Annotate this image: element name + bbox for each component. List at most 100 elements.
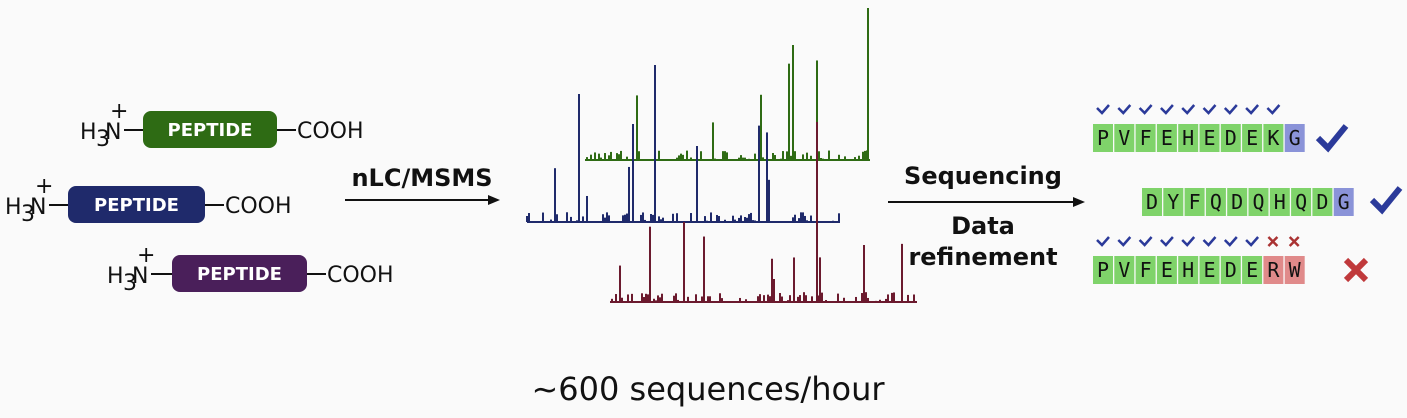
residue-cell bbox=[1284, 256, 1305, 284]
residue-cell bbox=[1263, 124, 1284, 152]
throughput: ~600 sequences/hour bbox=[531, 370, 885, 408]
check-mark bbox=[1138, 236, 1153, 247]
residue-cell bbox=[1163, 188, 1184, 216]
amine-h: H bbox=[5, 195, 22, 220]
terminus: COOH bbox=[297, 119, 364, 144]
residue: G bbox=[1289, 126, 1301, 150]
residue-cell bbox=[1156, 256, 1177, 284]
residue-cell bbox=[1242, 256, 1263, 284]
amine-sub: 3 bbox=[21, 202, 35, 227]
residue-cell bbox=[1263, 256, 1284, 284]
amine-n: N bbox=[132, 264, 148, 289]
check-mark bbox=[1245, 236, 1260, 247]
residue: D bbox=[1146, 190, 1158, 214]
residue: F bbox=[1140, 258, 1152, 282]
charge: + bbox=[35, 174, 53, 199]
residue: E bbox=[1161, 126, 1173, 150]
terminus: COOH bbox=[225, 194, 292, 219]
residue: D bbox=[1316, 190, 1328, 214]
accept-icon bbox=[1369, 186, 1403, 215]
check-mark bbox=[1181, 236, 1196, 247]
amine-n: N bbox=[105, 120, 121, 145]
check-mark bbox=[1117, 104, 1132, 115]
residue-cell bbox=[1227, 188, 1248, 216]
residue-cell bbox=[1205, 188, 1226, 216]
peptide-box bbox=[68, 186, 205, 223]
residue-cell bbox=[1291, 188, 1312, 216]
peptide-box bbox=[143, 111, 277, 148]
charge: + bbox=[137, 243, 155, 268]
residue: E bbox=[1203, 126, 1215, 150]
residue: D bbox=[1225, 258, 1237, 282]
peptide-box bbox=[172, 255, 307, 292]
residue-cell bbox=[1093, 124, 1113, 152]
residue-cell bbox=[1312, 188, 1333, 216]
sequences: P V F E H E D E K GD Y F Q D Q H Q D GP V F E H E D E R W bbox=[1093, 104, 1354, 284]
residue: Q bbox=[1252, 190, 1264, 214]
check-mark bbox=[1223, 236, 1238, 247]
residue: Y bbox=[1167, 190, 1179, 214]
residue: P bbox=[1097, 126, 1109, 150]
peptide-label: PEPTIDE bbox=[168, 120, 253, 141]
peptide-label: PEPTIDE bbox=[197, 264, 282, 285]
residue-cell bbox=[1333, 188, 1354, 216]
residue-cell bbox=[1184, 188, 1205, 216]
residue: D bbox=[1225, 126, 1237, 150]
residue: H bbox=[1182, 126, 1194, 150]
residue-cell bbox=[1269, 188, 1290, 216]
residue: V bbox=[1118, 126, 1130, 150]
check-mark bbox=[1096, 104, 1110, 115]
check-mark bbox=[1096, 236, 1110, 247]
residue: E bbox=[1203, 258, 1215, 282]
cross-mark bbox=[1267, 236, 1279, 247]
residue-cell bbox=[1114, 256, 1135, 284]
check-mark bbox=[1138, 104, 1153, 115]
residue-cell bbox=[1220, 256, 1241, 284]
processing-label: Data bbox=[951, 212, 1015, 240]
cross-mark bbox=[1288, 236, 1300, 247]
check-mark bbox=[1223, 104, 1238, 115]
residue-cell bbox=[1284, 124, 1305, 152]
arrow-head bbox=[1073, 197, 1085, 207]
residue: F bbox=[1140, 126, 1152, 150]
check-mark bbox=[1160, 104, 1174, 115]
residue-cell bbox=[1114, 124, 1135, 152]
residue-cell bbox=[1178, 124, 1199, 152]
residue: E bbox=[1161, 258, 1173, 282]
peptide-label: PEPTIDE bbox=[94, 195, 179, 216]
residue: R bbox=[1267, 258, 1280, 282]
residue: E bbox=[1246, 126, 1258, 150]
residue: W bbox=[1289, 258, 1302, 282]
residue: G bbox=[1338, 190, 1350, 214]
check-mark bbox=[1245, 104, 1260, 115]
amine-h: H bbox=[80, 120, 97, 145]
processing-label: Sequencing bbox=[904, 162, 1062, 190]
check-mark bbox=[1202, 104, 1217, 115]
residue: P bbox=[1097, 258, 1109, 282]
amine-sub: 3 bbox=[96, 127, 110, 152]
residue: F bbox=[1189, 190, 1201, 214]
method-label: nLC/MSMS bbox=[351, 164, 492, 192]
residue-cell bbox=[1242, 124, 1263, 152]
residue-cell bbox=[1248, 188, 1269, 216]
residue: H bbox=[1274, 190, 1286, 214]
check-mark bbox=[1160, 236, 1174, 247]
check-mark bbox=[1181, 104, 1196, 115]
processing-label: refinement bbox=[908, 243, 1057, 271]
residue-cell bbox=[1156, 124, 1177, 152]
check-mark bbox=[1117, 236, 1132, 247]
residue-cell bbox=[1220, 124, 1241, 152]
amine-sub: 3 bbox=[123, 271, 137, 296]
residue: K bbox=[1267, 126, 1279, 150]
residue: D bbox=[1231, 190, 1243, 214]
residue: H bbox=[1182, 258, 1194, 282]
amine-n: N bbox=[30, 195, 46, 220]
residue-cell bbox=[1135, 256, 1156, 284]
check-mark bbox=[1266, 104, 1281, 115]
residue-cell bbox=[1199, 256, 1220, 284]
amine-h: H bbox=[107, 264, 124, 289]
residue: Q bbox=[1295, 190, 1307, 214]
terminus: COOH bbox=[327, 263, 394, 288]
